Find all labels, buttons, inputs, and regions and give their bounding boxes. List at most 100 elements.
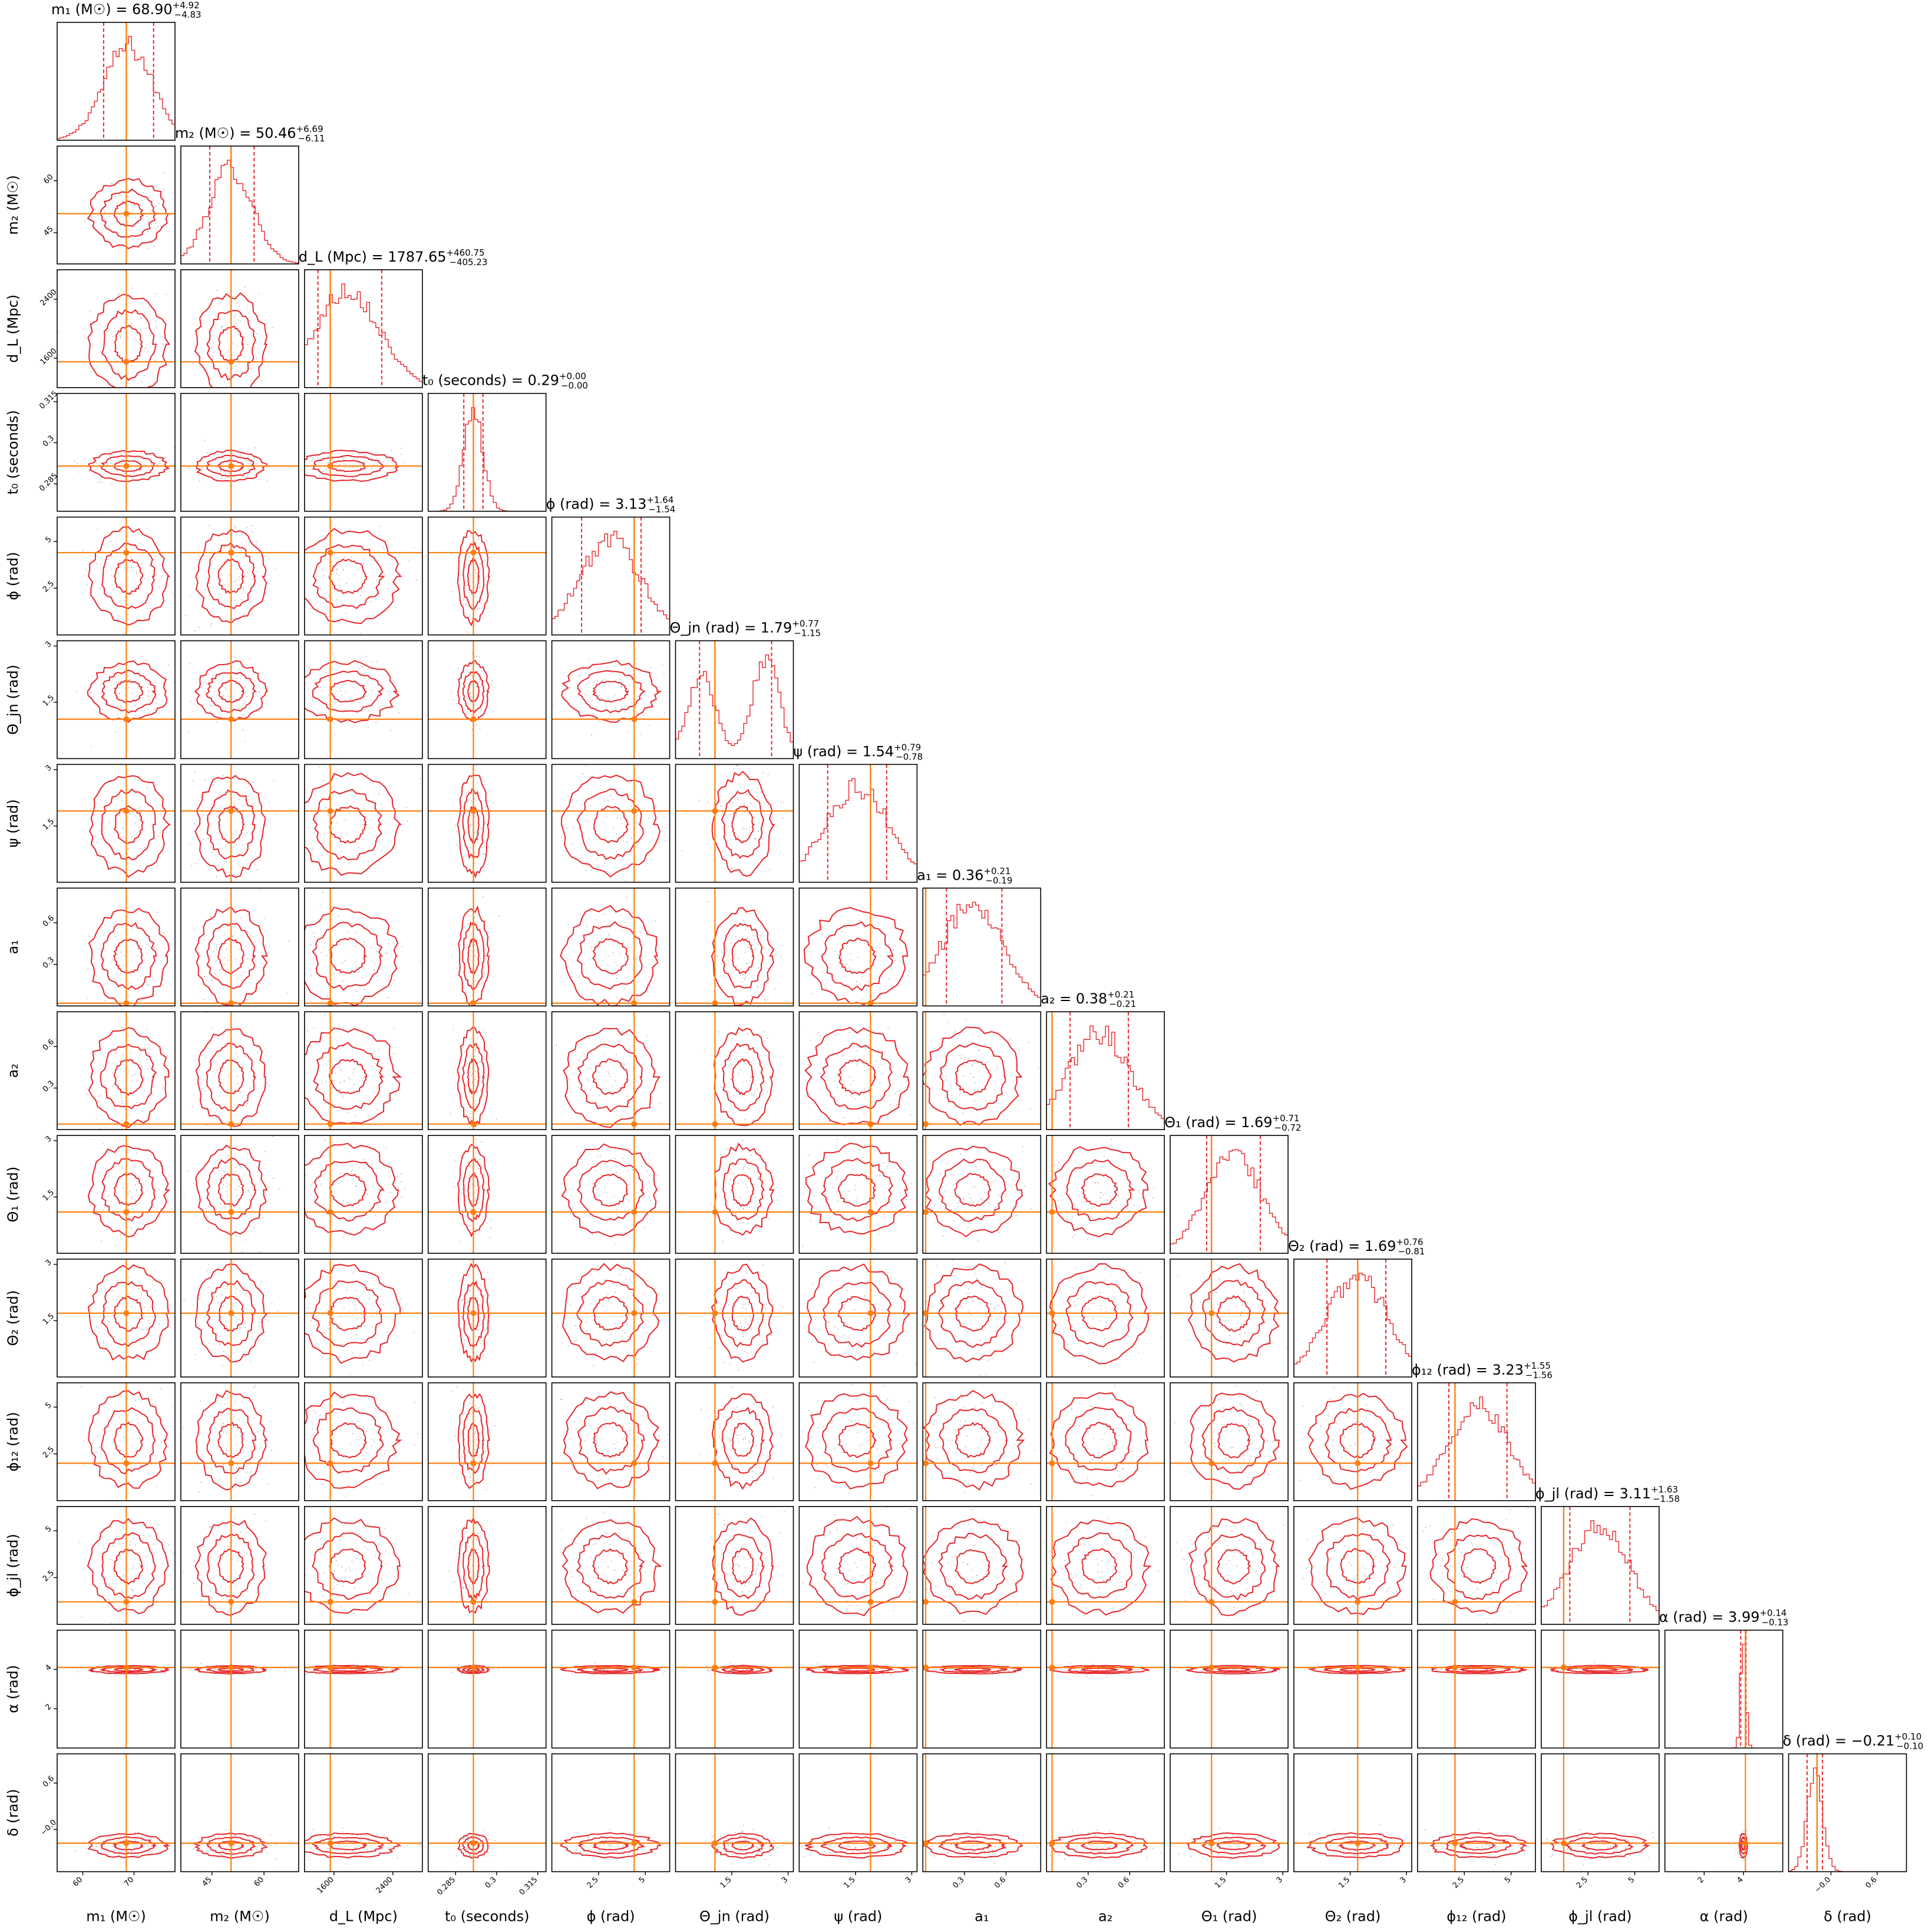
sample-point (748, 1304, 749, 1306)
sample-point (233, 328, 235, 330)
truth-marker (867, 1209, 874, 1216)
sample-point (484, 974, 486, 976)
contour-level-3 (195, 1028, 266, 1128)
sample-point (76, 691, 78, 692)
sample-point (232, 1594, 234, 1596)
truth-marker (1208, 1310, 1215, 1316)
sample-point (620, 1273, 622, 1275)
sample-point (216, 1402, 217, 1403)
sample-point (978, 1062, 980, 1064)
sample-point (781, 801, 783, 803)
contour-level-2 (206, 672, 257, 713)
sample-point (1087, 1208, 1089, 1210)
sample-point (212, 1028, 213, 1029)
contour-level-1 (1081, 1422, 1118, 1459)
sample-point (466, 631, 468, 633)
sample-point (728, 1304, 729, 1306)
sample-point (761, 843, 763, 845)
sample-point (1103, 1230, 1104, 1231)
sample-point (128, 914, 130, 916)
sample-point (474, 704, 475, 706)
sample-point (935, 1446, 937, 1448)
sample-point (479, 1159, 481, 1161)
contour-level-2 (576, 788, 644, 860)
sample-point (475, 1539, 477, 1540)
sample-point (300, 692, 301, 693)
sample-point (471, 1348, 473, 1350)
panel-frame (1046, 1382, 1165, 1501)
sample-point (141, 1110, 143, 1112)
sample-point (729, 1363, 731, 1365)
sample-point (463, 604, 465, 606)
sample-point (723, 1109, 725, 1111)
sample-point (339, 1398, 341, 1399)
contour-level-2 (576, 1160, 645, 1221)
histogram-steps (675, 654, 794, 759)
sample-point (315, 1197, 316, 1198)
sample-point (146, 944, 148, 945)
sample-point (236, 579, 237, 580)
sample-point (958, 1327, 959, 1329)
sample-point (1072, 1237, 1074, 1238)
sample-point (214, 1511, 216, 1512)
sample-point (236, 1287, 237, 1289)
sample-point (333, 972, 335, 974)
panel-frame (675, 887, 794, 1007)
sample-point (868, 967, 870, 969)
sample-point (117, 295, 119, 296)
sample-point (385, 1201, 387, 1203)
panel-dL-a1 (303, 887, 423, 1007)
sample-point (1114, 1386, 1115, 1387)
contour-level-2 (206, 789, 256, 860)
sample-point (364, 698, 365, 700)
sample-point (408, 560, 410, 562)
sample-point (597, 1475, 599, 1477)
sample-point (848, 1032, 850, 1033)
sample-point (754, 939, 755, 940)
histogram-m1: m₁ (M☉) = 68.90+4.92 −4.83 (51, 0, 202, 141)
sample-point (351, 1171, 352, 1173)
sample-point (910, 1104, 911, 1105)
sample-point (745, 1184, 747, 1185)
sample-point (979, 1297, 980, 1299)
sample-point (613, 1443, 615, 1445)
sample-point (342, 1200, 344, 1202)
sample-point (382, 461, 384, 463)
sample-point (111, 1622, 112, 1623)
panel-t0-theta1 (427, 1135, 547, 1254)
sample-point (138, 1564, 140, 1565)
sample-point (989, 1350, 990, 1351)
contour-level-1 (467, 1422, 480, 1457)
sample-point (163, 189, 165, 191)
sample-point (1214, 1442, 1216, 1444)
sample-point (477, 1434, 478, 1435)
sample-point (260, 792, 262, 794)
sample-point (145, 1557, 147, 1558)
sample-point (400, 1181, 402, 1183)
y-tick-label: 5 (44, 1401, 53, 1410)
sample-point (857, 1197, 858, 1199)
sample-point (811, 1436, 813, 1438)
truth-marker (228, 359, 235, 365)
sample-point (672, 936, 673, 937)
sample-point (238, 1318, 240, 1320)
sample-point (252, 531, 253, 533)
sample-point (742, 920, 744, 922)
sample-point (1003, 1170, 1005, 1171)
sample-point (852, 1421, 854, 1423)
sample-point (96, 1326, 98, 1327)
sample-point (741, 1314, 743, 1316)
sample-point (477, 1372, 478, 1373)
sample-point (204, 589, 206, 591)
sample-point (615, 1054, 617, 1056)
sample-point (475, 1445, 477, 1446)
sample-point (216, 944, 217, 946)
sample-point (220, 574, 222, 576)
sample-point (119, 354, 121, 355)
panel-frame (798, 1011, 918, 1130)
sample-point (486, 1182, 487, 1184)
sample-point (837, 1200, 838, 1202)
sample-point (867, 1317, 868, 1319)
sample-point (137, 1221, 138, 1223)
sample-point (244, 741, 246, 742)
